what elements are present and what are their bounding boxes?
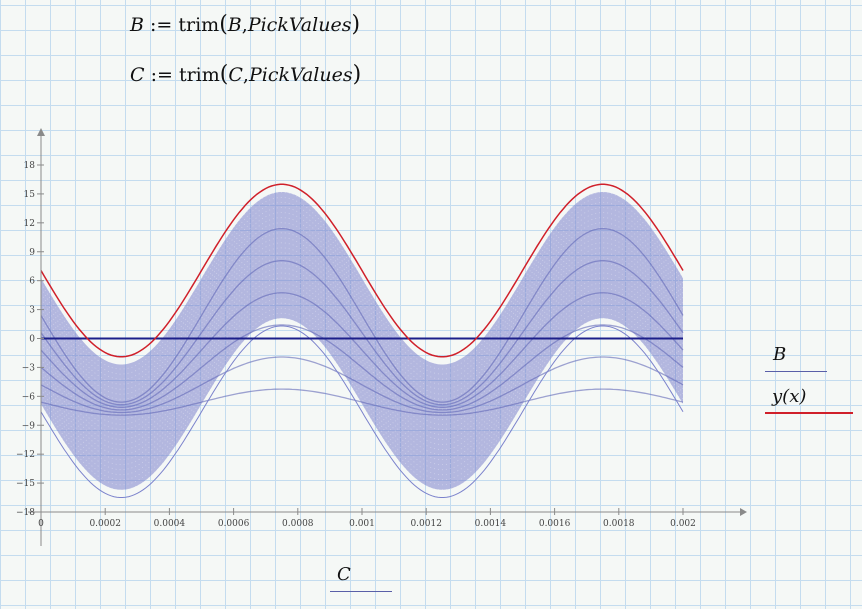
x-axis-variable-underline	[330, 591, 392, 592]
x-tick-label: 0.0012	[410, 519, 442, 529]
x-tick-label: 0	[38, 519, 44, 529]
legend-y-label-b[interactable]: B	[773, 344, 787, 365]
eq2-lhs: C	[130, 64, 145, 86]
data-trace-b-dark	[40, 292, 684, 408]
eq2-func: trim	[178, 64, 220, 86]
data-trace-b-dark	[40, 324, 684, 411]
equation-c-trim[interactable]: C := trim(C,PickValues)	[130, 62, 362, 87]
eq1-arg2: PickValues	[247, 14, 352, 36]
x-tick-label: 0.0018	[603, 519, 635, 529]
x-tick-label: 0.0002	[89, 519, 121, 529]
y-tick-label: 0	[29, 335, 35, 345]
x-tick-label: 0.002	[670, 519, 696, 529]
y-tick-label: −9	[22, 421, 36, 431]
y-tick-label: −12	[16, 450, 35, 460]
equation-b-trim[interactable]: B := trim(B,PickValues)	[130, 12, 361, 37]
x-axis-arrow-icon	[740, 508, 747, 516]
eq2-arg1: C	[228, 64, 243, 86]
x-tick-label: 0.0016	[539, 519, 571, 529]
y-tick-label: −3	[22, 363, 36, 373]
x-tick-label: 0.001	[349, 519, 375, 529]
eq1-arg1: B	[227, 14, 242, 36]
eq2-arg2: PickValues	[248, 64, 353, 86]
data-trace-b-dark	[40, 228, 684, 403]
legend-line-b	[765, 371, 827, 372]
y-tick-label: 6	[29, 277, 35, 287]
x-tick-label: 0.0014	[475, 519, 507, 529]
y-tick-label: −6	[22, 392, 36, 402]
data-band-b	[41, 192, 683, 490]
data-curve-yx	[40, 183, 684, 358]
eq2-assign-op: :=	[150, 64, 173, 86]
eq1-lhs: B	[130, 14, 144, 36]
y-tick-label: −15	[16, 479, 35, 489]
data-trace-b-dark	[40, 260, 684, 406]
eq1-close-paren: )	[351, 12, 361, 37]
eq1-open-paren: (	[219, 12, 228, 37]
y-tick-label: 12	[24, 219, 35, 229]
data-trace-b-dark	[40, 388, 684, 416]
eq2-close-paren: )	[352, 62, 362, 87]
legend-y-label-yx[interactable]: y(x)	[772, 386, 807, 407]
y-tick-label: 9	[29, 248, 35, 258]
y-tick-label: 3	[29, 306, 35, 316]
y-tick-label: 18	[24, 161, 36, 171]
y-axis-arrow-icon	[37, 128, 45, 136]
eq1-func: trim	[178, 14, 220, 36]
y-tick-label: 15	[24, 190, 36, 200]
legend-line-yx	[765, 412, 853, 414]
x-axis-variable-label[interactable]: C	[337, 564, 351, 585]
x-tick-label: 0.0006	[218, 519, 250, 529]
eq2-open-paren: (	[219, 62, 229, 87]
x-tick-label: 0.0004	[154, 519, 186, 529]
data-trace-b-dark	[40, 356, 684, 414]
eq1-assign-op: :=	[150, 14, 173, 36]
y-tick-label: −18	[16, 508, 35, 518]
x-tick-label: 0.0008	[282, 519, 314, 529]
